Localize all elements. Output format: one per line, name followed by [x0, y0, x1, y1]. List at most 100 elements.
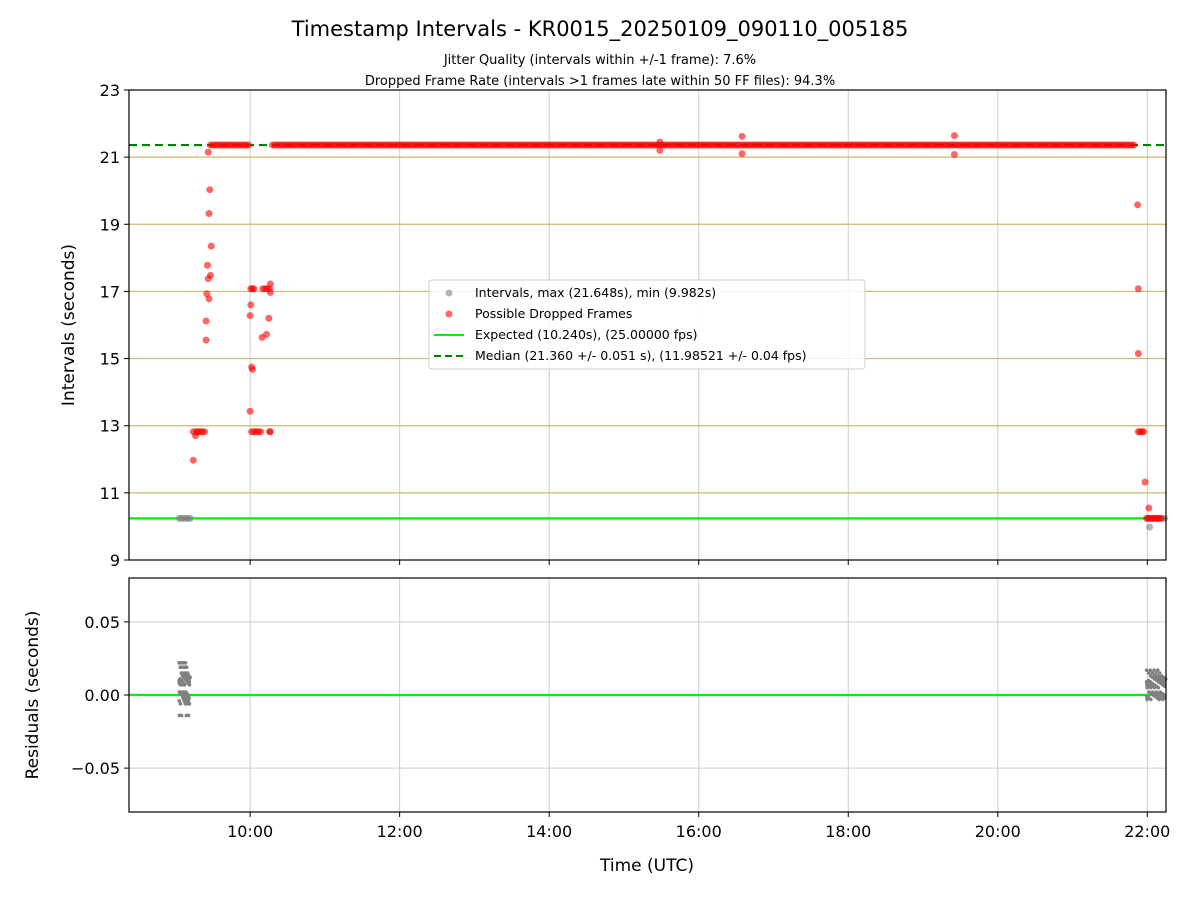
- time-x-tick-label-6: 22:00: [1124, 822, 1170, 841]
- dropped-frame-point-445: [266, 428, 274, 436]
- dropped-frame-point-421: [207, 242, 215, 250]
- dropped-frame-point-451: [656, 138, 664, 146]
- residual-point-132: [1162, 693, 1167, 697]
- chart-title: Timestamp Intervals - KR0015_20250109_09…: [291, 17, 909, 42]
- dropped-frame-point-419: [206, 186, 214, 194]
- frame-multiple-lines: [129, 156, 1166, 494]
- time-x-tick-label-5: 20:00: [975, 822, 1021, 841]
- intervals-y-tick-label-5: 19: [100, 215, 120, 234]
- dropped-frame-point-468: [1157, 514, 1165, 522]
- residual-point-67: [179, 713, 184, 718]
- residual-point-51: [183, 661, 188, 665]
- dropped-frame-point-443: [266, 280, 274, 288]
- intervals-y-tick-label-7: 23: [100, 81, 120, 100]
- intervals-plot-frame: [128, 89, 1167, 561]
- residual-point-52: [184, 665, 189, 670]
- dropped-frame-point-459: [1141, 478, 1149, 486]
- intervals-points: [175, 132, 1169, 531]
- dropped-frame-point-411: [202, 336, 210, 344]
- dropped-frame-point-460: [1145, 504, 1153, 512]
- residual-point-102: [1152, 668, 1156, 672]
- dropped-frame-point-424: [247, 301, 255, 309]
- legend-marker-dropped: [445, 310, 453, 318]
- dropped-frame-point-414: [204, 261, 212, 269]
- time-x-tick-label-4: 18:00: [825, 822, 871, 841]
- intervals-y-tick-label-3: 15: [100, 350, 120, 369]
- residual-point-53: [186, 671, 190, 675]
- dropped-frame-point-410: [201, 428, 209, 436]
- residual-point-9: [187, 682, 192, 687]
- legend-entry-intervals: Intervals, max (21.648s), min (9.982s): [475, 285, 716, 300]
- dropped-frame-point-458: [1140, 428, 1148, 436]
- dropped-frame-point-426: [248, 365, 256, 373]
- residual-point-68: [1144, 668, 1149, 672]
- intervals-y-tick-label-1: 11: [100, 484, 120, 503]
- dropped-frame-rate-subtitle: Dropped Frame Rate (intervals >1 frames …: [365, 74, 835, 89]
- legend-box: [428, 279, 866, 370]
- jitter-quality-subtitle: Jitter Quality (intervals within +/-1 fr…: [443, 53, 756, 68]
- intervals-panel: 9 11 13 15 17 19 21 23 Intervals (seconds) Inte…: [59, 81, 1169, 570]
- legend-marker-intervals: [445, 289, 453, 297]
- residual-point-64: [187, 696, 192, 700]
- residuals-y-axis-label: Residuals (seconds): [23, 611, 43, 780]
- residual-point-69: [1146, 671, 1151, 675]
- dropped-frame-point-442: [266, 288, 274, 296]
- dropped-frame-point-412: [202, 317, 210, 325]
- residual-point-55: [188, 675, 192, 680]
- residuals-y-tick-label-0: −0.05: [71, 759, 120, 778]
- interval-point-5: [186, 514, 194, 522]
- dropped-frame-point-422: [246, 407, 254, 415]
- intervals-y-tick-label-6: 21: [100, 148, 120, 167]
- dropped-frame-point-446: [738, 132, 746, 140]
- intervals-y-tick-label-4: 17: [100, 282, 120, 301]
- time-x-tick-label-3: 16:00: [676, 822, 722, 841]
- residual-point-119: [1155, 668, 1160, 672]
- dropped-frame-point-450: [656, 146, 664, 154]
- dropped-frame-point-434: [257, 428, 265, 436]
- residuals-panel: 10:00 12:00 14:00 16:00 18:00 20:00 22:00 −0.05…: [23, 577, 1170, 876]
- dropped-frame-point-439: [263, 330, 271, 338]
- residual-point-24: [187, 680, 192, 684]
- dropped-frame-point-420: [206, 271, 214, 279]
- residual-point-33: [186, 713, 191, 718]
- residuals-points: [177, 661, 1168, 718]
- dropped-frame-point-453: [1134, 285, 1142, 293]
- dropped-frame-point-448: [950, 132, 958, 140]
- residual-point-92: [1162, 681, 1167, 686]
- residual-point-63: [186, 693, 190, 697]
- dropped-frame-point-440: [265, 314, 273, 322]
- time-x-tick-label-1: 12:00: [377, 822, 423, 841]
- legend: Intervals, max (21.648s), min (9.982s) P…: [428, 279, 866, 370]
- residuals-y-tick-label-2: 0.05: [84, 613, 120, 632]
- dropped-frame-point-454: [1134, 350, 1142, 358]
- dropped-frame-point-403: [189, 456, 197, 464]
- residual-point-65: [177, 699, 182, 703]
- residual-point-66: [178, 701, 183, 706]
- residual-point-120: [1157, 671, 1162, 675]
- residual-point-85: [1148, 668, 1153, 672]
- legend-entry-median: Median (21.360 +/- 0.051 s), (11.98521 +…: [475, 348, 806, 363]
- residual-point-60: [182, 682, 187, 687]
- intervals-y-tick-label-2: 13: [100, 417, 120, 436]
- dropped-frame-point-449: [950, 150, 958, 158]
- dropped-frame-point-447: [738, 150, 746, 158]
- dropped-frame-point-417: [205, 295, 213, 303]
- interval-point-13: [1146, 523, 1154, 531]
- time-x-tick-label-0: 10:00: [227, 822, 273, 841]
- residuals-axis-ticks: 10:00 12:00 14:00 16:00 18:00 20:00 22:00 −0.05…: [71, 613, 1170, 841]
- dropped-frame-point-416: [204, 148, 212, 156]
- legend-entry-expected: Expected (10.240s), (25.00000 fps): [475, 327, 697, 342]
- residual-point-48: [186, 699, 191, 703]
- intervals-axis-ticks: 9 11 13 15 17 19 21 23: [100, 81, 1148, 570]
- residual-point-129: [1156, 685, 1161, 690]
- dropped-frame-point-418: [205, 210, 213, 218]
- residual-point-135: [1149, 697, 1153, 702]
- time-x-axis-label: Time (UTC): [599, 856, 694, 876]
- residual-point-103: [1154, 671, 1158, 675]
- dropped-frame-point-402: [1130, 141, 1138, 149]
- residuals-y-tick-label-1: 0.00: [84, 686, 120, 705]
- dropped-frame-point-452: [1134, 201, 1142, 209]
- dropped-frame-point-429: [250, 285, 258, 293]
